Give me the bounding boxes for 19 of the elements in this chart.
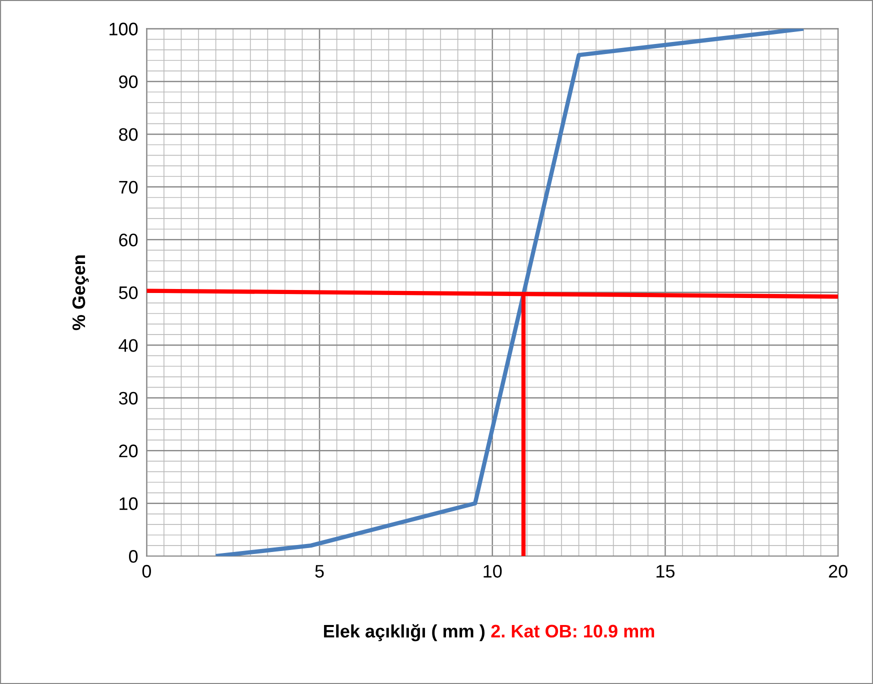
y-tick-label: 10 xyxy=(120,497,138,510)
x-tick-label: 5 xyxy=(315,565,324,578)
y-tick-label: 70 xyxy=(119,180,138,194)
y-tick-label: 80 xyxy=(119,128,138,141)
y-tick-label: 50 xyxy=(118,286,138,300)
x-tick-label: 0 xyxy=(142,564,151,578)
text: 2. Kat OB: 10.9 mm xyxy=(491,624,654,638)
y-tick-label: 100 xyxy=(110,22,138,36)
x-axis-title: Elek açıklığı ( mm ) xyxy=(324,624,484,642)
x-tick-label: 15 xyxy=(656,565,675,578)
x-tick-label: 20 xyxy=(828,564,848,578)
y-tick-label: 40 xyxy=(118,339,138,352)
y-tick-label: 20 xyxy=(119,444,138,458)
x-tick-label: 10 xyxy=(484,564,502,578)
y-axis-title: % Geçen xyxy=(72,255,89,330)
y-tick-label: 30 xyxy=(118,392,138,405)
y-tick-label: 90 xyxy=(119,75,138,88)
y-tick-label: 0 xyxy=(128,550,138,563)
y-tick-label: 60 xyxy=(119,234,138,246)
